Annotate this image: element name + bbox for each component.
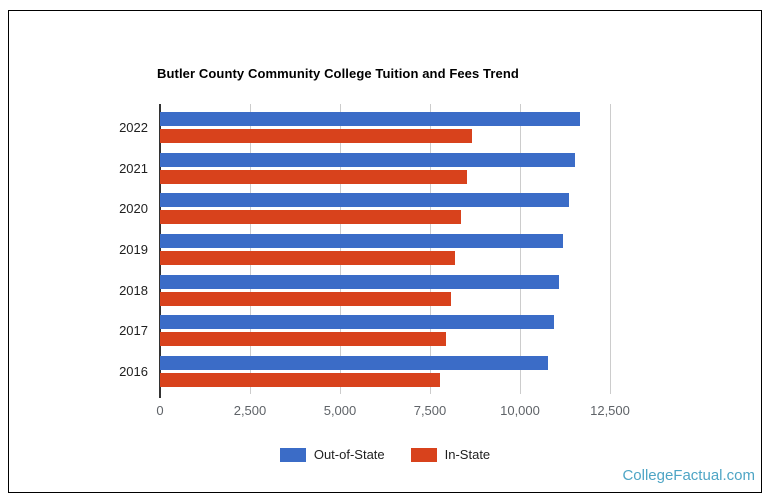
bar-in-state-2022	[160, 129, 472, 144]
bar-out-of-state-2018	[160, 274, 559, 289]
bar-out-of-state-2020	[160, 193, 569, 208]
legend-swatch-out-of-state	[279, 447, 306, 462]
x-tick-label-2500: 2,500	[233, 403, 267, 418]
gridline-7500	[430, 104, 431, 394]
bar-out-of-state-2016	[160, 355, 548, 370]
watermark-link[interactable]: CollegeFactual.com	[622, 467, 755, 484]
x-tick-label-0: 0	[156, 403, 164, 418]
category-label-2016: 2016	[119, 363, 148, 379]
gridline-12500	[610, 104, 611, 394]
category-label-2019: 2019	[119, 242, 148, 257]
x-tick-label-12500: 12,500	[590, 403, 630, 418]
category-label-2020: 2020	[119, 201, 148, 217]
legend-item-in-state: In-State	[410, 447, 491, 462]
bar-out-of-state-2017	[160, 315, 554, 330]
legend-swatch-in-state	[410, 447, 437, 462]
category-label-2021: 2021	[119, 160, 148, 176]
gridline-10000	[520, 104, 521, 394]
bar-in-state-2020	[160, 210, 461, 225]
legend: Out-of-State In-State	[0, 447, 770, 462]
x-tick-label-5000: 5,000	[323, 403, 357, 418]
x-tick-label-7500: 7,500	[413, 403, 447, 418]
x-tick-label-10000: 10,000	[500, 403, 540, 418]
bar-out-of-state-2022	[160, 112, 580, 127]
bar-in-state-2018	[160, 291, 451, 306]
category-label-2018: 2018	[119, 282, 148, 298]
legend-label-in-state: In-State	[444, 447, 491, 462]
chart-title: Butler County Community College Tuition …	[157, 66, 519, 81]
bar-out-of-state-2021	[160, 152, 575, 167]
category-label-2022: 2022	[119, 120, 148, 136]
gridline-2500	[250, 104, 251, 394]
gridline-5000	[340, 104, 341, 394]
legend-label-out-of-state: Out-of-State	[313, 447, 385, 462]
bar-in-state-2019	[160, 251, 455, 265]
bar-in-state-2021	[160, 169, 467, 184]
bar-in-state-2017	[160, 332, 446, 347]
legend-item-out-of-state: Out-of-State	[279, 447, 385, 462]
bar-in-state-2016	[160, 372, 440, 387]
bar-out-of-state-2019	[160, 234, 563, 248]
category-label-2017: 2017	[119, 323, 148, 339]
